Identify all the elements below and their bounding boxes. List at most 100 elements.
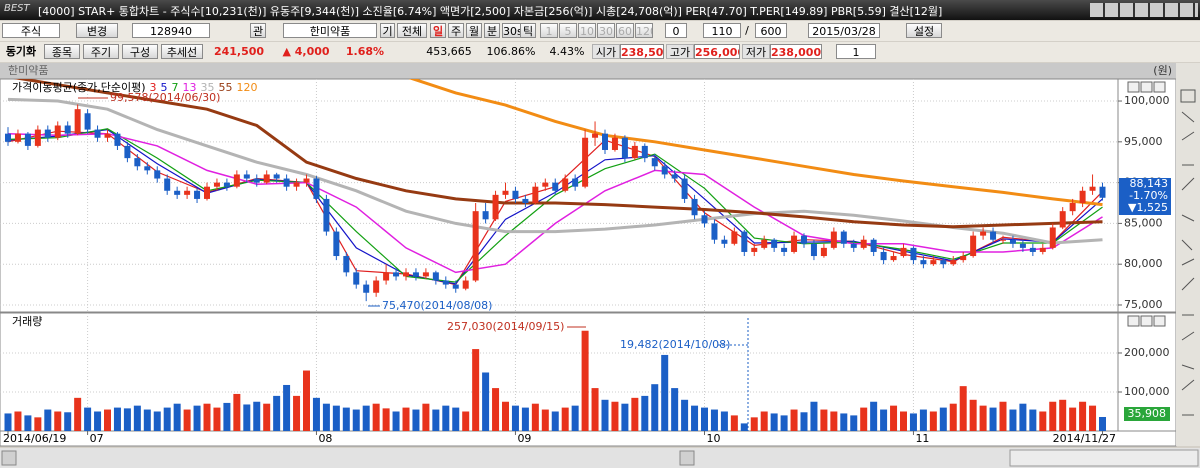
candle-body xyxy=(1049,227,1056,248)
volume-bar xyxy=(442,405,450,431)
legend-entry: 35 xyxy=(201,81,215,94)
all-button[interactable]: 전체 xyxy=(397,23,427,38)
candle-body xyxy=(323,198,330,232)
price-panel xyxy=(0,78,1177,313)
market-select[interactable]: 주식 xyxy=(2,23,60,38)
total-input[interactable]: 600 xyxy=(755,23,787,38)
panel-button[interactable]: 주기 xyxy=(83,44,119,59)
last-volume-box xyxy=(1124,407,1170,421)
interval-button[interactable]: 30 xyxy=(597,23,615,38)
volume-bar xyxy=(233,393,241,431)
y-tick-label: 100,000 xyxy=(1124,94,1170,107)
candle-body xyxy=(1000,239,1006,241)
period-button[interactable]: 30s xyxy=(502,23,522,38)
interval-button[interactable]: 60 xyxy=(616,23,634,38)
zoom-tools[interactable] xyxy=(1009,449,1199,467)
candle-body xyxy=(870,239,877,252)
window-buttons[interactable] xyxy=(1090,3,1198,17)
panel-button[interactable]: 구성 xyxy=(122,44,158,59)
legend: 가격이동평균(종가,단순이평) 3 5 7 13 35 55 120 xyxy=(12,81,258,94)
volume-bar xyxy=(372,403,380,431)
name-input[interactable]: 한미약품 xyxy=(283,23,377,38)
gi-button[interactable]: 기 xyxy=(380,23,395,38)
candle-body xyxy=(990,231,997,240)
volume-bar xyxy=(14,411,22,431)
slash[interactable]: / xyxy=(745,24,749,37)
panel-button[interactable]: 추세선 xyxy=(161,44,203,59)
candle-body xyxy=(492,194,499,220)
volume-bar xyxy=(949,403,957,431)
volume-bar xyxy=(760,411,768,431)
date-input[interactable]: 2015/03/28 xyxy=(808,23,880,38)
volume-bar xyxy=(113,407,121,431)
period-button[interactable]: 주 xyxy=(448,23,464,38)
window-title: [4000] STAR+ 통합차트 - 주식수[10,231(천)] 유동주[9… xyxy=(38,5,943,18)
candle-body xyxy=(1059,211,1066,228)
panel-button[interactable]: 종목 xyxy=(44,44,80,59)
candle-body xyxy=(810,243,817,257)
candle-body xyxy=(820,247,827,257)
candle-body xyxy=(194,190,201,199)
volume-bar xyxy=(94,411,102,431)
legend-entry: 120 xyxy=(237,81,258,94)
volume-bar xyxy=(362,405,370,431)
scroll-thumb[interactable] xyxy=(679,450,695,466)
period-button[interactable]: 틱 xyxy=(520,23,536,38)
candle-body xyxy=(333,231,340,257)
count-input[interactable]: 110 xyxy=(703,23,741,38)
period-button[interactable]: 분 xyxy=(484,23,500,38)
last-price-label: -1.70% xyxy=(1129,189,1168,202)
settings-button[interactable]: 설정 xyxy=(906,23,942,38)
y-tick-label: 100,000 xyxy=(1124,385,1170,398)
candle-body xyxy=(174,190,181,195)
scrollbar[interactable] xyxy=(0,448,1200,468)
candle-body xyxy=(353,272,360,285)
candle-body xyxy=(1089,186,1096,191)
volume-bar xyxy=(392,411,400,431)
volume-bar xyxy=(701,407,708,431)
volume-bar xyxy=(979,405,987,431)
name-bar xyxy=(0,63,1176,79)
candle-body xyxy=(850,243,857,248)
period-button[interactable]: 일 xyxy=(430,23,446,38)
volume-bar xyxy=(561,407,569,431)
side-icons[interactable] xyxy=(1180,89,1196,416)
candle-body xyxy=(721,239,728,244)
count-select[interactable]: 1 xyxy=(836,44,876,59)
candle-body xyxy=(940,260,947,265)
code-input[interactable]: 128940 xyxy=(132,23,210,38)
candle-body xyxy=(641,145,648,159)
candle-body xyxy=(283,178,290,187)
period-button[interactable]: 월 xyxy=(466,23,482,38)
volume-bar xyxy=(740,423,748,431)
volume-bar xyxy=(909,413,917,431)
candle-body xyxy=(960,256,967,261)
candle-body xyxy=(343,256,350,273)
interval-button[interactable]: 5 xyxy=(559,23,577,38)
volume-bar xyxy=(173,403,181,431)
candle-body xyxy=(134,158,141,167)
logo: BEST xyxy=(4,3,30,14)
candle-body xyxy=(253,178,260,183)
rel-button[interactable]: 관 xyxy=(250,23,266,38)
panel-buttons[interactable] xyxy=(1127,81,1166,327)
annotation: 257,030(2014/09/15) xyxy=(447,320,564,333)
change-button[interactable]: 변경 xyxy=(76,23,118,38)
interval-button[interactable]: 120 xyxy=(635,23,653,38)
candle-body xyxy=(651,158,658,167)
volume-bar xyxy=(730,415,738,431)
zero-input[interactable]: 0 xyxy=(665,23,687,38)
volume-bar xyxy=(352,409,360,431)
scroll-left[interactable] xyxy=(1,450,17,466)
volume-bar xyxy=(293,395,301,431)
moving-average-line xyxy=(13,79,1103,229)
volume-title: 거래량 xyxy=(12,315,42,328)
interval-button[interactable]: 10 xyxy=(578,23,596,38)
candle-body xyxy=(731,231,738,244)
stock-name: 한미약품 xyxy=(8,63,48,77)
interval-button[interactable]: 1 xyxy=(540,23,558,38)
moving-average-line xyxy=(7,97,1103,245)
candle-body xyxy=(900,247,907,257)
volume-bar xyxy=(312,397,320,431)
